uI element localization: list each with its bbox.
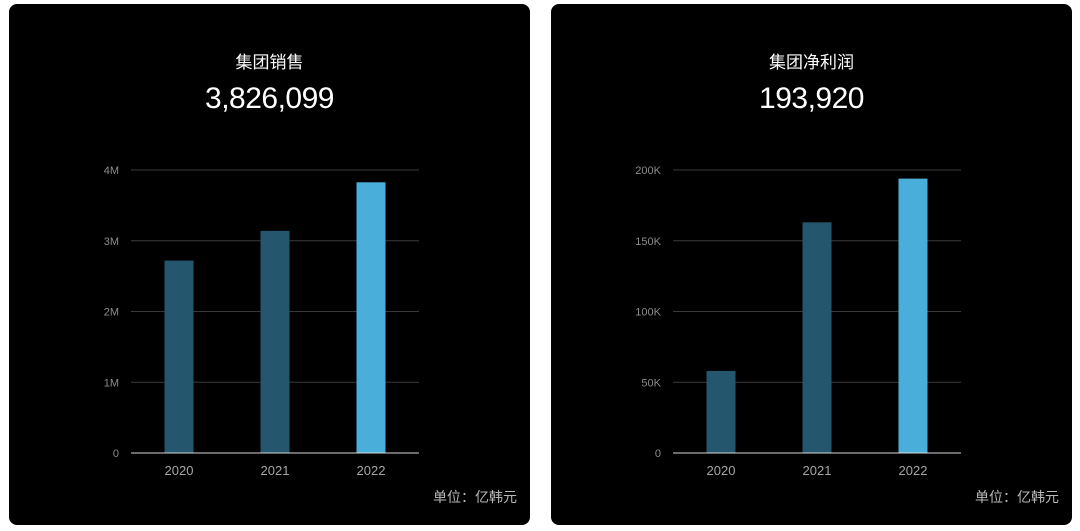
y-tick-label: 150K: [635, 236, 661, 248]
sales-card: 集团销售 3,826,099 0 1M 2M 3M 4M 2020 2021 2022 单位：…: [9, 4, 530, 525]
sales-bar-chart: 0 1M 2M 3M 4M 2020 2021 2022: [104, 165, 419, 478]
y-tick-label: 4M: [104, 165, 119, 177]
bar: [706, 370, 736, 453]
y-tick-label: 0: [113, 448, 119, 460]
y-tick-label: 0: [655, 448, 661, 460]
x-category-label: 2020: [707, 463, 736, 478]
bar: [260, 230, 290, 453]
y-tick-label: 200K: [635, 165, 661, 177]
net-profit-total-value: 193,920: [759, 82, 864, 115]
net-profit-unit-label: 单位：亿韩元: [975, 489, 1059, 505]
x-category-label: 2022: [899, 463, 928, 478]
net-profit-card: 集团净利润 193,920 0 50K 100K 150K 200K 2020 2021 20…: [551, 4, 1072, 525]
sales-unit-label: 单位：亿韩元: [433, 489, 517, 505]
bar: [164, 260, 194, 453]
y-tick-label: 1M: [104, 377, 119, 389]
x-category-label: 2021: [803, 463, 832, 478]
net-profit-bar-chart: 0 50K 100K 150K 200K 2020 2021 2022: [635, 165, 961, 478]
bar: [898, 178, 928, 453]
x-category-label: 2020: [165, 463, 194, 478]
sales-total-value: 3,826,099: [205, 82, 334, 115]
bar: [356, 182, 386, 453]
sales-card-title: 集团销售: [235, 53, 304, 72]
y-tick-label: 2M: [104, 307, 119, 319]
bar: [802, 222, 832, 453]
net-profit-card-title: 集团净利润: [769, 53, 854, 72]
x-category-label: 2021: [261, 463, 290, 478]
x-category-label: 2022: [357, 463, 386, 478]
y-tick-label: 50K: [641, 377, 661, 389]
y-tick-label: 100K: [635, 307, 661, 319]
y-tick-label: 3M: [104, 236, 119, 248]
